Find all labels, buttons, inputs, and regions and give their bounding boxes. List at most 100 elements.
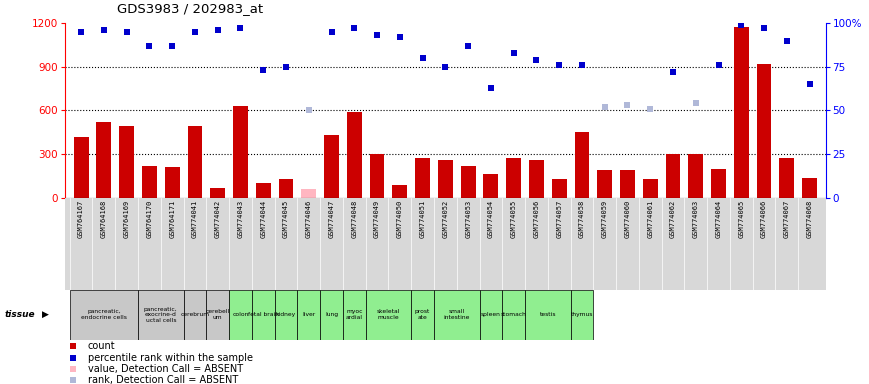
Bar [343,290,366,340]
Bar [666,154,680,198]
Text: colon: colon [232,312,249,318]
Bar [297,290,320,340]
Text: GSM774063: GSM774063 [693,200,699,238]
Text: percentile rank within the sample: percentile rank within the sample [88,353,253,362]
Bar [643,179,658,198]
Bar [320,290,343,340]
Text: GSM774051: GSM774051 [420,200,426,238]
Bar [529,160,544,198]
Text: GSM774053: GSM774053 [465,200,471,238]
Bar [210,187,225,198]
Bar [279,179,294,198]
Text: count: count [88,341,116,351]
Bar [434,290,480,340]
Bar [574,132,589,198]
Text: tissue: tissue [4,310,35,319]
Bar [438,160,453,198]
Text: GSM774066: GSM774066 [761,200,767,238]
Bar [347,112,362,198]
Bar [183,290,206,340]
Text: GSM774061: GSM774061 [647,200,653,238]
Text: GSM764170: GSM764170 [146,200,152,238]
Text: liver: liver [302,312,315,318]
Text: GSM774068: GSM774068 [806,200,813,238]
Bar [734,27,749,198]
Bar [571,290,594,340]
Text: testis: testis [540,312,556,318]
Bar [275,290,297,340]
Text: GSM774052: GSM774052 [442,200,448,238]
Text: lung: lung [325,312,338,318]
Text: GSM774055: GSM774055 [511,200,517,238]
Bar [74,137,89,198]
Bar [802,178,817,198]
Text: GSM774049: GSM774049 [374,200,380,238]
Text: spleen: spleen [481,312,501,318]
Bar [188,126,202,198]
Bar [119,126,134,198]
Bar [324,135,339,198]
Text: GSM774045: GSM774045 [283,200,289,238]
Bar [597,170,612,198]
Text: fetal brain: fetal brain [248,312,279,318]
Text: stomach: stomach [501,312,527,318]
Text: GSM774057: GSM774057 [556,200,562,238]
Text: GSM774044: GSM774044 [260,200,266,238]
Text: skeletal
muscle: skeletal muscle [377,310,400,320]
Bar [415,159,430,198]
Text: GSM764167: GSM764167 [78,200,84,238]
Text: small
intestine: small intestine [443,310,470,320]
Bar [393,185,408,198]
Text: ▶: ▶ [42,310,49,319]
Text: GSM774062: GSM774062 [670,200,676,238]
Text: GSM774067: GSM774067 [784,200,790,238]
Text: GSM774050: GSM774050 [397,200,403,238]
Text: value, Detection Call = ABSENT: value, Detection Call = ABSENT [88,364,243,374]
Bar [461,166,475,198]
Bar [138,290,183,340]
Bar [688,154,703,198]
Bar [711,169,726,198]
Text: GSM774041: GSM774041 [192,200,198,238]
Text: cerebell
um: cerebell um [206,310,229,320]
Text: GSM764168: GSM764168 [101,200,107,238]
Text: GDS3983 / 202983_at: GDS3983 / 202983_at [117,2,263,15]
Text: pancreatic,
endocrine cells: pancreatic, endocrine cells [81,310,127,320]
Text: GSM774058: GSM774058 [579,200,585,238]
Text: GSM774043: GSM774043 [237,200,243,238]
Bar [483,174,498,198]
Bar [779,159,794,198]
Text: thymus: thymus [571,312,594,318]
Text: myoc
ardial: myoc ardial [346,310,362,320]
Bar [252,290,275,340]
Text: prost
ate: prost ate [415,310,430,320]
Text: cerebrum: cerebrum [181,312,209,318]
Bar [233,106,248,198]
Bar [757,64,772,198]
Bar [552,179,567,198]
Bar [165,167,180,198]
Bar [255,183,270,198]
Bar [507,159,521,198]
Bar [620,170,635,198]
Text: GSM774059: GSM774059 [601,200,607,238]
Bar [206,290,229,340]
Text: GSM774042: GSM774042 [215,200,221,238]
Bar [302,189,316,198]
Text: GSM774056: GSM774056 [534,200,540,238]
Bar [142,166,156,198]
Bar [366,290,411,340]
Text: GSM774054: GSM774054 [488,200,494,238]
Text: GSM764169: GSM764169 [123,200,129,238]
Text: GSM774065: GSM774065 [739,200,745,238]
Bar [480,290,502,340]
Text: rank, Detection Call = ABSENT: rank, Detection Call = ABSENT [88,374,238,384]
Bar [369,154,384,198]
Bar [229,290,252,340]
Bar [70,290,138,340]
Text: GSM774064: GSM774064 [715,200,721,238]
Text: kidney: kidney [276,312,296,318]
Bar [411,290,434,340]
Text: GSM774048: GSM774048 [351,200,357,238]
Bar [502,290,525,340]
